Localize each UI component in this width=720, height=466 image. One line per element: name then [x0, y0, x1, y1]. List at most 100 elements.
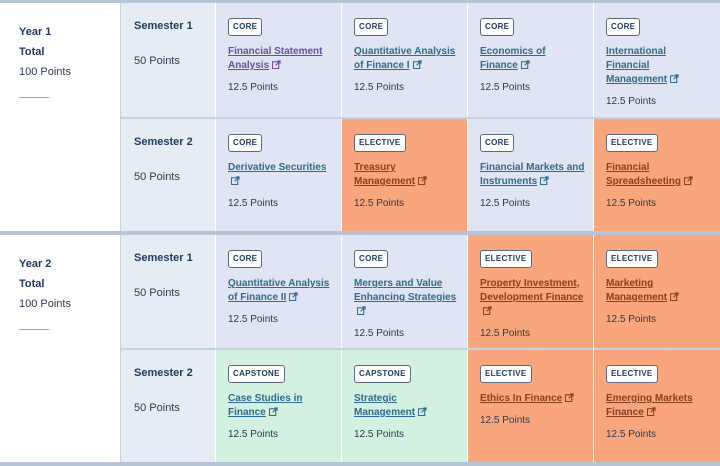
course-link[interactable]: Strategic Management	[354, 392, 459, 420]
course-type-badge: ELECTIVE	[480, 250, 532, 268]
semester-title: Semester 2	[134, 136, 193, 148]
course-points: 12.5 Points	[480, 415, 531, 426]
external-link-icon	[646, 407, 656, 416]
course-points: 12.5 Points	[354, 328, 405, 339]
course-points: 12.5 Points	[480, 82, 531, 93]
external-link-icon	[520, 60, 530, 69]
course-points: 12.5 Points	[606, 198, 657, 209]
course-points: 12.5 Points	[480, 328, 531, 339]
course-points: 12.5 Points	[228, 198, 279, 209]
course-card: CORE Quantitative Analysis of Finance II…	[215, 235, 341, 348]
year-divider	[19, 329, 49, 330]
course-link[interactable]: Emerging Markets Finance	[606, 393, 693, 418]
year-1-summary: Year 1 Total 100 Points	[0, 3, 120, 231]
course-points: 12.5 Points	[228, 82, 279, 93]
year-1-semester-1: Semester 1 50 Points	[120, 3, 215, 117]
course-type-badge: CORE	[228, 18, 263, 36]
external-link-icon	[418, 176, 427, 185]
course-card: CORE Economics of Finance 12.5 Points	[467, 3, 593, 117]
semester-title: Semester 1	[134, 20, 193, 32]
course-link[interactable]: Marketing Management	[606, 277, 712, 305]
course-points: 12.5 Points	[480, 198, 531, 209]
semester-points: 50 Points	[134, 171, 180, 183]
course-card: ELECTIVE Financial Spreadsheeting 12.5 P…	[593, 119, 720, 231]
external-link-icon	[357, 306, 366, 315]
course-type-badge: ELECTIVE	[354, 134, 406, 152]
course-points: 12.5 Points	[228, 314, 279, 325]
external-link-icon	[540, 176, 549, 185]
course-card: ELECTIVE Property Investment, Developmen…	[467, 235, 593, 348]
course-link[interactable]: Financial Spreadsheeting	[606, 161, 712, 189]
year-points: 100 Points	[19, 66, 71, 78]
external-link-icon	[483, 306, 492, 315]
course-type-badge: ELECTIVE	[606, 250, 658, 268]
external-link-icon	[684, 176, 693, 185]
course-type-badge: CAPSTONE	[354, 365, 411, 383]
external-link-icon	[418, 407, 427, 416]
course-card: ELECTIVE Treasury Management 12.5 Points	[341, 119, 467, 231]
external-link-icon	[412, 60, 422, 69]
course-type-badge: CORE	[354, 250, 389, 268]
course-points: 12.5 Points	[606, 96, 657, 107]
course-type-badge: CORE	[480, 18, 515, 36]
course-type-badge: CAPSTONE	[228, 365, 285, 383]
year-total-label: Total	[19, 46, 45, 58]
course-points: 12.5 Points	[606, 314, 657, 325]
course-card: CORE Derivative Securities 12.5 Points	[215, 119, 341, 231]
year-1-semester-2: Semester 2 50 Points	[120, 117, 215, 231]
course-link[interactable]: Case Studies in Finance	[228, 393, 303, 418]
year-2-semester-2: Semester 2 50 Points	[120, 348, 215, 462]
course-type-badge: ELECTIVE	[480, 365, 532, 383]
external-link-icon	[268, 407, 278, 416]
course-points: 12.5 Points	[354, 429, 405, 440]
semester-title: Semester 2	[134, 367, 193, 379]
course-card: CORE Quantitative Analysis of Finance I …	[341, 3, 467, 117]
course-type-badge: CORE	[480, 134, 515, 152]
year-points: 100 Points	[19, 298, 71, 310]
external-link-icon	[231, 176, 240, 185]
course-card: CORE Mergers and Value Enhancing Strateg…	[341, 235, 467, 348]
bottom-divider	[0, 462, 720, 466]
course-type-badge: ELECTIVE	[606, 365, 658, 383]
course-card: CORE Financial Markets and Instruments 1…	[467, 119, 593, 231]
course-link[interactable]: Quantitative Analysis of Finance I	[354, 46, 456, 71]
course-type-badge: CORE	[228, 250, 263, 268]
course-link[interactable]: Quantitative Analysis of Finance II	[228, 278, 330, 303]
year-total-label: Total	[19, 278, 45, 290]
year-title: Year 2	[19, 258, 52, 270]
course-type-badge: CORE	[606, 18, 641, 36]
top-divider	[0, 0, 720, 3]
year-2-summary: Year 2 Total 100 Points	[0, 235, 120, 462]
external-link-icon	[289, 292, 298, 301]
row-divider	[215, 348, 720, 350]
year-divider	[19, 97, 49, 98]
course-points: 12.5 Points	[606, 429, 657, 440]
external-link-icon	[272, 60, 281, 69]
course-points: 12.5 Points	[228, 429, 279, 440]
course-link[interactable]: Treasury Management	[354, 161, 459, 189]
course-link[interactable]: Financial Statement Analysis	[228, 46, 323, 71]
course-link[interactable]: International Financial Management	[606, 45, 712, 87]
course-link[interactable]: Economics of Finance	[480, 46, 546, 71]
course-card: ELECTIVE Emerging Markets Finance 12.5 P…	[593, 350, 720, 462]
course-link[interactable]: Derivative Securities	[228, 161, 333, 189]
year-title: Year 1	[19, 26, 52, 38]
course-link[interactable]: Mergers and Value Enhancing Strategies	[354, 277, 459, 319]
external-link-icon	[565, 393, 574, 402]
course-link[interactable]: Financial Markets and Instruments	[480, 162, 585, 187]
course-points: 12.5 Points	[354, 198, 405, 209]
semester-points: 50 Points	[134, 402, 180, 414]
year-2-semester-1: Semester 1 50 Points	[120, 235, 215, 348]
course-card: ELECTIVE Ethics In Finance 12.5 Points	[467, 350, 593, 462]
semester-title: Semester 1	[134, 252, 193, 264]
course-link[interactable]: Property Investment, Development Finance	[480, 277, 585, 319]
course-card: ELECTIVE Marketing Management 12.5 Point…	[593, 235, 720, 348]
course-type-badge: ELECTIVE	[606, 134, 658, 152]
course-card: CORE International Financial Management …	[593, 3, 720, 117]
course-type-badge: CORE	[228, 134, 263, 152]
course-type-badge: CORE	[354, 18, 389, 36]
course-link[interactable]: Ethics In Finance	[480, 392, 585, 406]
year-divider-bar	[0, 231, 720, 235]
external-link-icon	[670, 74, 679, 83]
